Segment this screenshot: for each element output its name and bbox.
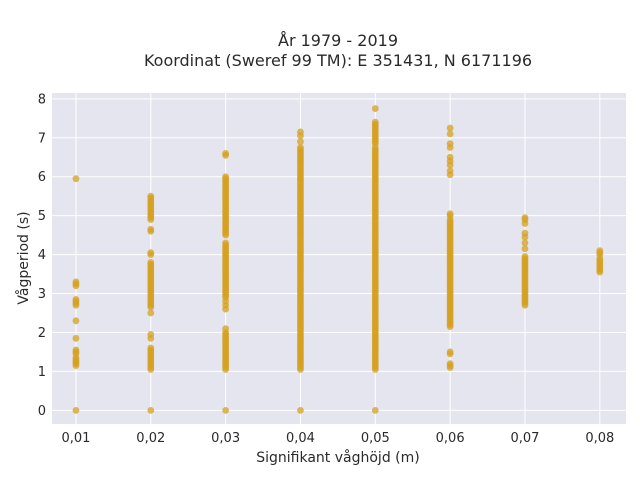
y-axis-ticks: 0 1 2 3 4 5 6 7 8 [38,92,46,419]
y-tick-label: 8 [38,92,46,107]
x-tick-label: 0,02 [136,431,165,446]
y-tick-label: 0 [38,404,46,419]
data-point [446,140,454,148]
y-axis-title: Vågperiod (s) [15,211,32,304]
data-point [72,278,80,286]
y-tick-label: 3 [38,287,46,302]
data-point [147,406,155,414]
x-tick-label: 0,04 [286,431,315,446]
y-tick-label: 2 [38,326,46,341]
x-tick-label: 0,06 [436,431,465,446]
data-point [521,245,529,253]
data-point [72,317,80,325]
chart-title-line-2: Koordinat (Sweref 99 TM): E 351431, N 61… [144,51,532,70]
plot-area [52,93,626,424]
data-point [222,325,230,332]
data-point [72,175,80,183]
data-point [371,105,379,112]
data-point [446,167,454,175]
y-tick-label: 5 [38,209,46,224]
data-point [371,406,379,414]
data-point [521,229,529,237]
data-point [446,210,454,218]
data-point [596,247,604,255]
y-tick-label: 1 [38,365,46,380]
data-point [297,144,304,151]
data-point [446,360,454,368]
data-point [297,406,304,414]
x-tick-label: 0,07 [510,431,539,446]
data-point [147,344,155,352]
data-point [222,173,230,181]
data-point [446,348,454,356]
data-point [371,118,379,126]
x-axis-ticks: 0,01 0,02 0,03 0,04 0,05 0,06 0,07 0,08 [61,431,614,446]
data-point [72,346,80,354]
data-point [147,192,155,200]
data-point [147,225,155,233]
y-tick-label: 7 [38,131,46,146]
x-tick-label: 0,01 [61,431,90,446]
chart-title-line-1: År 1979 - 2019 [278,31,398,50]
data-point [222,149,230,157]
x-tick-label: 0,03 [211,431,240,446]
x-tick-label: 0,05 [361,431,390,446]
data-point [72,406,80,414]
data-point [222,239,230,247]
data-point [521,214,529,222]
x-tick-label: 0,08 [585,431,614,446]
y-tick-label: 6 [38,170,46,185]
data-point [521,253,529,260]
data-point [297,138,304,146]
data-point [297,128,304,136]
data-point [147,249,155,257]
data-point [222,406,230,414]
y-tick-label: 4 [38,248,46,263]
data-point [147,258,155,266]
data-points [72,105,604,414]
data-point [147,309,155,317]
data-point [446,153,454,161]
data-point [446,130,454,138]
data-point [147,331,155,338]
data-point [72,295,80,303]
data-point [222,297,230,305]
data-point [446,124,454,132]
data-point [521,239,529,247]
data-point [72,334,80,342]
x-axis-title: Signifikant våghöjd (m) [256,449,419,466]
